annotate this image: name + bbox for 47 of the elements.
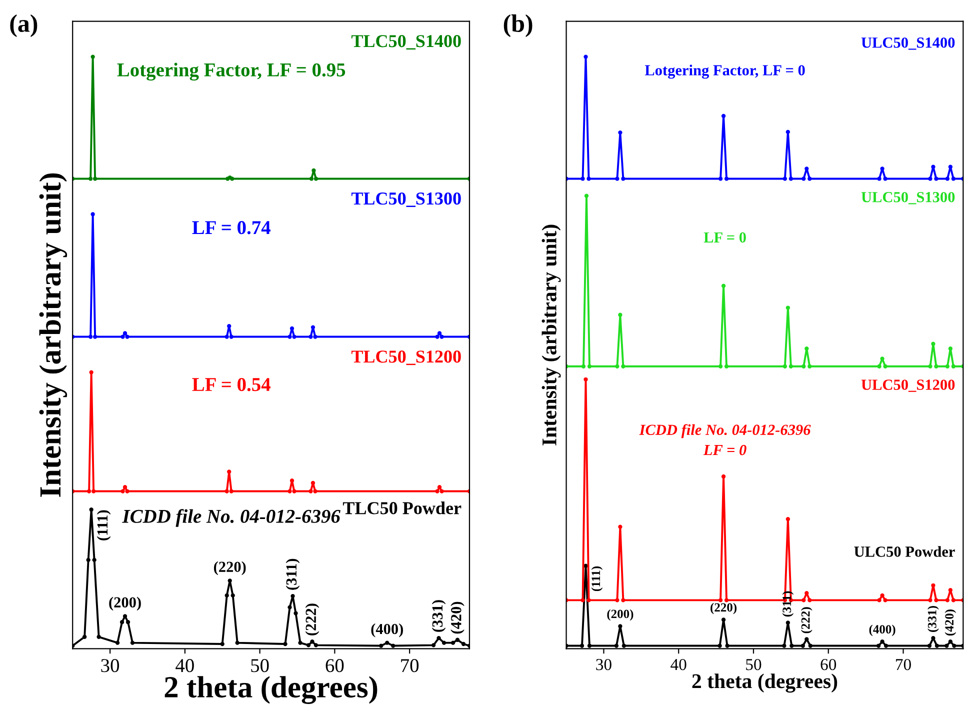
annotation: (222) — [800, 607, 812, 634]
text: TLC50_S1400 — [351, 35, 461, 50]
x-tick-label: 70 — [896, 658, 911, 670]
text: ULC50_S1400 — [861, 37, 955, 50]
x-axis-title: 2 theta (degrees) — [692, 674, 838, 693]
x-tick-label: 40 — [176, 659, 194, 672]
y-axis-title: Intensity (arbitrary unit) — [542, 224, 561, 446]
annotation: (220) — [214, 561, 246, 576]
annotation: (420) — [944, 610, 956, 636]
x-tick-label: 50 — [746, 658, 762, 670]
annotation: Lotgering Factor, LF = 0.95 — [117, 62, 346, 81]
annotation: (311) — [286, 558, 300, 590]
x-tick-label: 70 — [401, 659, 419, 672]
annotation: LF = 0.54 — [192, 378, 270, 392]
annotation: ICDD file No. 04-012-6396 — [122, 509, 340, 527]
x-tick-label: 60 — [820, 658, 836, 670]
annotation: (200) — [109, 596, 141, 611]
x-axis-title: 2 theta (degrees) — [164, 676, 378, 704]
annotation: (111) — [591, 566, 603, 592]
annotation: Lotgering Factor, LF = 0 — [644, 64, 805, 79]
annotation: (111) — [96, 510, 111, 540]
annotation: LF = 0 — [704, 232, 746, 243]
annotation: (420) — [450, 602, 464, 634]
annotation: ICDD file No. 04-012-6396 LF = 0 — [639, 424, 811, 456]
x-tick-label: 60 — [326, 659, 344, 672]
chart-title: (a) — [10, 14, 38, 38]
annotation: LF = 0.74 — [192, 221, 270, 234]
annotation: (220) — [710, 602, 737, 614]
text: TLC50_S1200 — [351, 350, 461, 366]
text: ULC50_S1200 — [861, 380, 955, 392]
text: ULC50_S1300 — [861, 192, 955, 204]
annotation: (400) — [371, 623, 403, 638]
text: ULC50 Powder — [854, 546, 955, 557]
annotation: (311) — [782, 591, 794, 617]
chart-title: (b) — [504, 14, 532, 38]
annotation: (331) — [432, 600, 446, 632]
x-tick-label: 40 — [670, 658, 686, 670]
annotation: (222) — [305, 604, 320, 636]
x-tick-label: 30 — [101, 659, 120, 672]
annotation: (331) — [928, 606, 939, 632]
y-axis-title: Intensity (arbitrary unit) — [39, 173, 68, 497]
annotation: (400) — [869, 624, 896, 636]
text: TLC50_S1300 — [351, 192, 461, 207]
x-tick-label: 50 — [251, 659, 269, 672]
x-tick-label: 30 — [596, 658, 612, 670]
text: TLC50 Powder — [342, 502, 462, 514]
annotation: (200) — [607, 609, 634, 621]
